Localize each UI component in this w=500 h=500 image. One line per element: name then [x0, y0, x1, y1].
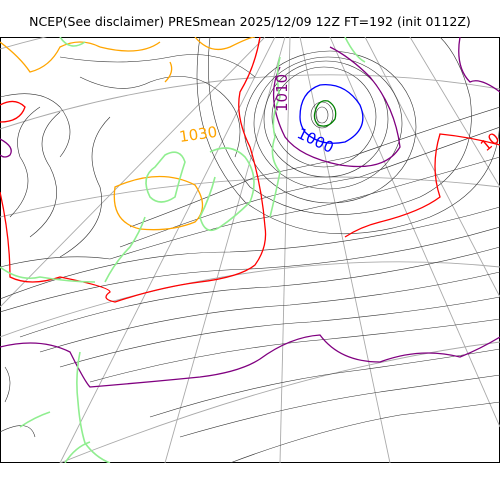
isobar-1000: [299, 84, 364, 144]
isobar-990: [313, 100, 337, 127]
pressure-map: 1030 1010 1000 10: [0, 37, 500, 463]
label-1020-edge: 10: [477, 129, 500, 155]
isobar-1020: [0, 37, 500, 303]
isobar-1010: [0, 37, 500, 388]
label-1010: 1010: [273, 74, 291, 112]
cyclone-isobars: [196, 37, 500, 235]
coastline: [0, 37, 366, 463]
map-title: NCEP(See disclaimer) PRESmean 2025/12/09…: [29, 14, 471, 29]
label-1030: 1030: [178, 123, 218, 146]
map-frame: [0, 37, 500, 463]
isobar-1030: [0, 37, 256, 231]
